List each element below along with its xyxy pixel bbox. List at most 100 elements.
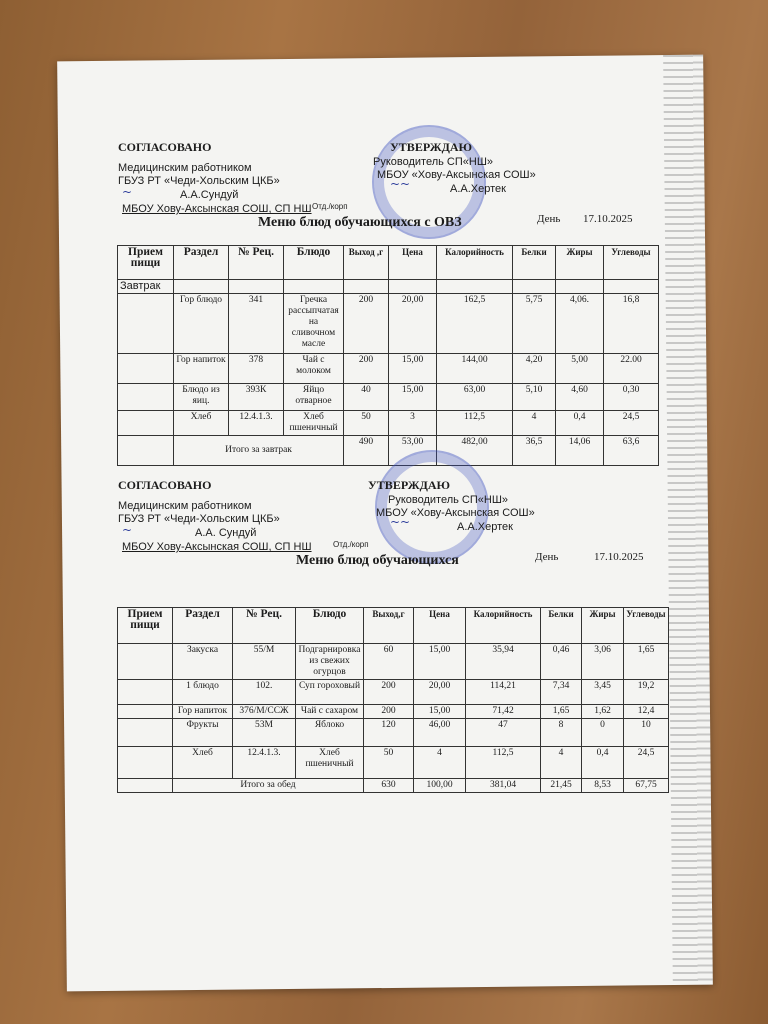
agreed-line2: ГБУЗ РТ «Чеди-Хольским ЦКБ» <box>118 175 280 187</box>
table-cell: 46,00 <box>413 718 466 747</box>
table-cell: 5,75 <box>512 293 556 354</box>
empty-cell <box>555 279 604 294</box>
column-header: Блюдо <box>295 607 364 644</box>
table-cell: 7,34 <box>540 679 582 705</box>
table-cell: 63,00 <box>436 383 513 411</box>
table-cell: 112,5 <box>465 746 541 779</box>
table-cell <box>117 410 174 436</box>
table-row: 1 блюдо 102. Суп гороховый 200 20,00 114,21 7,… <box>117 679 669 705</box>
table-cell: 3,06 <box>581 643 624 680</box>
school-name: МБОУ Хову-Аксынская СОШ, СП НШ <box>122 541 312 553</box>
table-row: Гор напиток 376/М/ССЖ Чай с сахаром 200 15,0… <box>117 704 669 719</box>
total-value: 67,75 <box>623 778 669 793</box>
table-cell: 71,42 <box>465 704 541 719</box>
column-header: Выход ,г <box>343 245 389 280</box>
table-cell: 22.00 <box>603 353 659 384</box>
table-cell: 393К <box>228 383 284 411</box>
table-row: Закуска 55/М Подгарнировка из свежих огурц… <box>117 643 669 680</box>
table-cell: 144,00 <box>436 353 513 384</box>
empty-cell <box>228 279 284 294</box>
table-cell: 200 <box>343 293 389 354</box>
empty-cell <box>173 279 229 294</box>
column-header: Раздел <box>173 245 229 280</box>
table-cell: 47 <box>465 718 541 747</box>
table-cell: 4,06. <box>555 293 604 354</box>
table-cell: 0,46 <box>540 643 582 680</box>
table-cell: Гречка рассыпчатая на сливочном масле <box>283 293 344 354</box>
total-label: Итого за обед <box>172 778 364 793</box>
table-cell: 8 <box>540 718 582 747</box>
table-row: Гор блюдо 341 Гречка рассыпчатая на сливоч… <box>117 293 659 354</box>
table-cell: 162,5 <box>436 293 513 354</box>
table-cell: 112,5 <box>436 410 513 436</box>
menu-date: 17.10.2025 <box>594 551 644 563</box>
total-value: 14,06 <box>555 435 604 466</box>
table-cell: 53М <box>232 718 296 747</box>
total-label: Итого за завтрак <box>173 435 344 466</box>
table-cell: Яйцо отварное <box>283 383 344 411</box>
column-header: Блюдо <box>283 245 344 280</box>
total-value: 36,5 <box>512 435 556 466</box>
column-header: Жиры <box>581 607 624 644</box>
empty-cell <box>436 279 513 294</box>
dept-label: Отд./корп <box>333 540 369 549</box>
table-cell <box>117 293 174 354</box>
table-cell: Хлеб <box>173 410 229 436</box>
table-cell: 1 блюдо <box>172 679 233 705</box>
table-row: Блюдо из яиц. 393К Яйцо отварное 40 15,00 63,… <box>117 383 659 411</box>
table-cell: Хлеб пшеничный <box>283 410 344 436</box>
total-value: 490 <box>343 435 389 466</box>
table-cell: 12,4 <box>623 704 669 719</box>
table-cell: 15,00 <box>388 383 437 411</box>
agreed-signer: А.А.Сундуй <box>180 189 239 201</box>
empty-cell <box>512 279 556 294</box>
day-label: День <box>537 213 561 225</box>
table-cell: 378 <box>228 353 284 384</box>
table-row: Гор напиток 378 Чай с молоком 200 15,00 144,0… <box>117 353 659 384</box>
column-header: Цена <box>388 245 437 280</box>
table-cell: 19,2 <box>623 679 669 705</box>
table-cell: 341 <box>228 293 284 354</box>
table-cell: Гор напиток <box>172 704 233 719</box>
table-cell: 60 <box>363 643 414 680</box>
empty-cell <box>603 279 659 294</box>
signature-khertek: ~~ <box>390 177 411 191</box>
column-header: № Рец. <box>228 245 284 280</box>
table-row: Итого за завтрак 490 53,00 482,00 36,5 14,06 6… <box>117 435 659 466</box>
meal-label: Завтрак <box>117 279 174 294</box>
table-cell <box>117 679 173 705</box>
table-cell: 15,00 <box>413 704 466 719</box>
table-cell: 4,60 <box>555 383 604 411</box>
column-header: Выход,г <box>363 607 414 644</box>
column-header: Калорийность <box>436 245 513 280</box>
approved-line2: МБОУ «Хову-Аксынская СОШ» <box>377 169 536 181</box>
table-row: Прием пищи Раздел № Рец. Блюдо Выход ,г Цена К… <box>117 245 659 280</box>
total-value: 8,53 <box>581 778 624 793</box>
total-value: 63,6 <box>603 435 659 466</box>
table-cell: 114,21 <box>465 679 541 705</box>
table-cell: 3 <box>388 410 437 436</box>
total-value: 100,00 <box>413 778 466 793</box>
total-value: 630 <box>363 778 414 793</box>
table-cell: Закуска <box>172 643 233 680</box>
table-cell: 200 <box>343 353 389 384</box>
table-cell: 4 <box>413 746 466 779</box>
agreed-line2: ГБУЗ РТ «Чеди-Хольским ЦКБ» <box>118 513 280 525</box>
approved-signer: А.А.Хертек <box>457 521 513 533</box>
column-header: Раздел <box>172 607 233 644</box>
table-cell: 0,4 <box>555 410 604 436</box>
table-cell: 10 <box>623 718 669 747</box>
empty-cell <box>117 435 174 466</box>
dept-label: Отд./корп <box>312 202 348 211</box>
approved-title: УТВЕРЖДАЮ <box>390 140 473 154</box>
table-cell: 0,4 <box>581 746 624 779</box>
empty-cell <box>388 279 437 294</box>
table-cell: 120 <box>363 718 414 747</box>
column-header: Жиры <box>555 245 604 280</box>
table-cell: 55/М <box>232 643 296 680</box>
table-row: Прием пищи Раздел № Рец. Блюдо Выход,г Цена Ка… <box>117 607 669 644</box>
table-cell: Гор напиток <box>173 353 229 384</box>
table-cell: Хлеб пшеничный <box>295 746 364 779</box>
table-cell <box>117 718 173 747</box>
empty-cell <box>343 279 389 294</box>
